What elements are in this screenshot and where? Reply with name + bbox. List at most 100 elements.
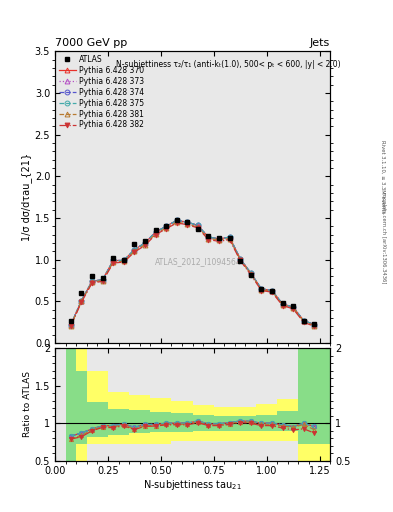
Pythia 6.428 382: [174, 220, 179, 226]
Pythia 6.428 382: [248, 271, 253, 278]
Pythia 6.428 382: [121, 259, 126, 265]
Pythia 6.428 381: [227, 236, 232, 242]
Text: Rivet 3.1.10, ≥ 3.3M events: Rivet 3.1.10, ≥ 3.3M events: [381, 140, 386, 214]
Pythia 6.428 374: [217, 236, 221, 242]
Pythia 6.428 375: [301, 317, 306, 324]
Text: ATLAS_2012_I1094564: ATLAS_2012_I1094564: [155, 257, 241, 266]
Pythia 6.428 382: [79, 299, 84, 305]
Pythia 6.428 375: [195, 222, 200, 228]
Pythia 6.428 373: [238, 256, 242, 262]
Pythia 6.428 370: [153, 229, 158, 235]
Pythia 6.428 373: [217, 236, 221, 242]
Y-axis label: Ratio to ATLAS: Ratio to ATLAS: [23, 372, 32, 437]
Pythia 6.428 382: [153, 231, 158, 238]
Pythia 6.428 373: [312, 322, 317, 328]
Pythia 6.428 375: [248, 270, 253, 276]
ATLAS: [301, 317, 306, 324]
Pythia 6.428 375: [217, 236, 221, 242]
Pythia 6.428 382: [301, 319, 306, 325]
Pythia 6.428 374: [195, 222, 200, 228]
ATLAS: [259, 286, 264, 292]
Pythia 6.428 373: [280, 301, 285, 307]
Pythia 6.428 381: [90, 279, 94, 285]
Pythia 6.428 381: [132, 248, 137, 254]
Pythia 6.428 375: [259, 286, 264, 292]
Pythia 6.428 374: [185, 219, 190, 225]
Pythia 6.428 381: [259, 287, 264, 293]
ATLAS: [248, 271, 253, 278]
Pythia 6.428 381: [238, 257, 242, 263]
Pythia 6.428 370: [100, 276, 105, 283]
Pythia 6.428 381: [164, 225, 169, 231]
Pythia 6.428 374: [206, 234, 211, 240]
Pythia 6.428 374: [301, 317, 306, 324]
Pythia 6.428 374: [143, 240, 147, 246]
Pythia 6.428 375: [280, 301, 285, 307]
ATLAS: [227, 235, 232, 241]
Pythia 6.428 382: [111, 260, 116, 266]
Pythia 6.428 370: [121, 258, 126, 264]
Pythia 6.428 373: [185, 219, 190, 225]
Pythia 6.428 373: [227, 234, 232, 240]
Pythia 6.428 382: [280, 303, 285, 309]
Pythia 6.428 373: [111, 258, 116, 264]
Pythia 6.428 374: [90, 278, 94, 284]
Pythia 6.428 370: [111, 258, 116, 264]
Pythia 6.428 370: [164, 223, 169, 229]
Pythia 6.428 373: [100, 276, 105, 283]
ATLAS: [90, 273, 94, 280]
Pythia 6.428 381: [206, 236, 211, 242]
Pythia 6.428 375: [100, 276, 105, 283]
Pythia 6.428 373: [291, 304, 296, 310]
Pythia 6.428 381: [143, 242, 147, 248]
Pythia 6.428 381: [174, 219, 179, 225]
Pythia 6.428 381: [185, 221, 190, 227]
Pythia 6.428 374: [111, 258, 116, 264]
Pythia 6.428 370: [238, 256, 242, 262]
Pythia 6.428 370: [291, 304, 296, 310]
Pythia 6.428 374: [270, 287, 274, 293]
Pythia 6.428 375: [164, 223, 169, 229]
Pythia 6.428 382: [259, 287, 264, 293]
X-axis label: N-subjettiness tau$_{21}$: N-subjettiness tau$_{21}$: [143, 478, 242, 493]
ATLAS: [132, 241, 137, 247]
Pythia 6.428 373: [132, 247, 137, 253]
Pythia 6.428 374: [153, 229, 158, 235]
Pythia 6.428 370: [217, 236, 221, 242]
Pythia 6.428 374: [79, 297, 84, 304]
Pythia 6.428 382: [100, 278, 105, 284]
Line: Pythia 6.428 382: Pythia 6.428 382: [68, 221, 317, 329]
Pythia 6.428 370: [68, 322, 73, 328]
Text: Jets: Jets: [310, 38, 330, 48]
Pythia 6.428 374: [121, 258, 126, 264]
Pythia 6.428 382: [68, 323, 73, 329]
Pythia 6.428 374: [132, 247, 137, 253]
Pythia 6.428 382: [291, 306, 296, 312]
Pythia 6.428 370: [206, 234, 211, 240]
Text: 7000 GeV pp: 7000 GeV pp: [55, 38, 127, 48]
Pythia 6.428 375: [90, 278, 94, 284]
Pythia 6.428 375: [111, 258, 116, 264]
ATLAS: [312, 321, 317, 327]
Pythia 6.428 382: [238, 258, 242, 264]
Pythia 6.428 381: [100, 278, 105, 284]
Pythia 6.428 381: [291, 305, 296, 311]
Pythia 6.428 382: [227, 237, 232, 243]
Pythia 6.428 373: [121, 258, 126, 264]
Pythia 6.428 382: [206, 237, 211, 243]
Pythia 6.428 375: [132, 247, 137, 253]
Pythia 6.428 382: [195, 225, 200, 231]
ATLAS: [121, 257, 126, 263]
Pythia 6.428 374: [248, 270, 253, 276]
ATLAS: [68, 317, 73, 324]
Line: Pythia 6.428 373: Pythia 6.428 373: [68, 218, 317, 327]
Line: Pythia 6.428 374: Pythia 6.428 374: [68, 218, 317, 327]
Pythia 6.428 370: [195, 222, 200, 228]
Legend: ATLAS, Pythia 6.428 370, Pythia 6.428 373, Pythia 6.428 374, Pythia 6.428 375, P: ATLAS, Pythia 6.428 370, Pythia 6.428 37…: [57, 53, 145, 131]
ATLAS: [291, 303, 296, 309]
Pythia 6.428 373: [143, 240, 147, 246]
Pythia 6.428 381: [217, 237, 221, 243]
Pythia 6.428 381: [270, 288, 274, 294]
Pythia 6.428 381: [68, 323, 73, 329]
ATLAS: [100, 275, 105, 281]
